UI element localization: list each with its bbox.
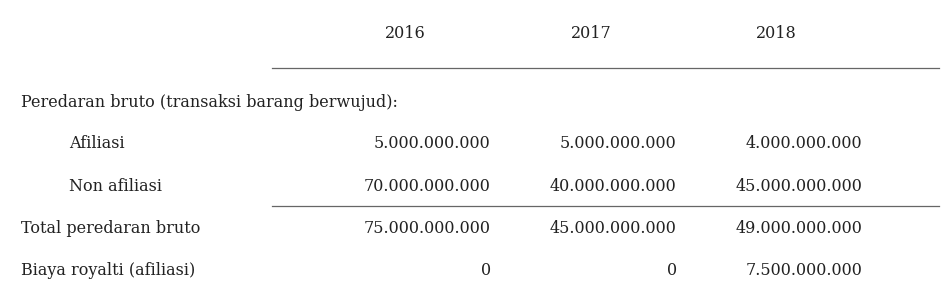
Text: 2018: 2018: [756, 25, 796, 42]
Text: Biaya royalti (afiliasi): Biaya royalti (afiliasi): [21, 262, 195, 279]
Text: 2016: 2016: [385, 25, 425, 42]
Text: 5.000.000.000: 5.000.000.000: [559, 135, 676, 152]
Text: 49.000.000.000: 49.000.000.000: [735, 220, 862, 237]
Text: Total peredaran bruto: Total peredaran bruto: [21, 220, 200, 237]
Text: 4.000.000.000: 4.000.000.000: [745, 135, 862, 152]
Text: Non afiliasi: Non afiliasi: [69, 178, 162, 195]
Text: 70.000.000.000: 70.000.000.000: [364, 178, 490, 195]
Text: 45.000.000.000: 45.000.000.000: [549, 220, 676, 237]
Text: 0: 0: [665, 262, 676, 279]
Text: 40.000.000.000: 40.000.000.000: [549, 178, 676, 195]
Text: 2017: 2017: [570, 25, 610, 42]
Text: 75.000.000.000: 75.000.000.000: [364, 220, 490, 237]
Text: 0: 0: [480, 262, 490, 279]
Text: 5.000.000.000: 5.000.000.000: [373, 135, 490, 152]
Text: Afiliasi: Afiliasi: [69, 135, 124, 152]
Text: 45.000.000.000: 45.000.000.000: [735, 178, 862, 195]
Text: 7.500.000.000: 7.500.000.000: [744, 262, 862, 279]
Text: Peredaran bruto (transaksi barang berwujud):: Peredaran bruto (transaksi barang berwuj…: [21, 94, 397, 111]
